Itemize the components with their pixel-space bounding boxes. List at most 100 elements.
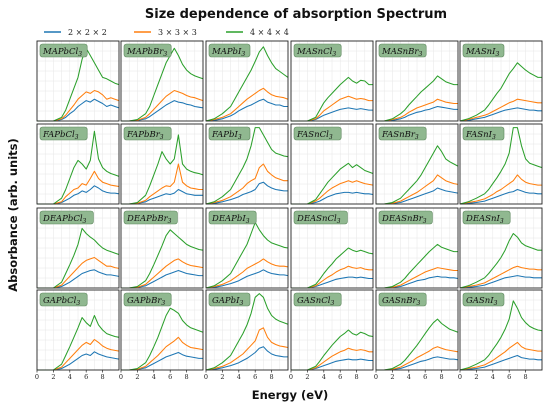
x-tick-label: 4 (68, 373, 72, 381)
series-line-3 (459, 62, 542, 122)
panel-label-box (39, 210, 94, 225)
x-tick-label: 6 (84, 373, 88, 381)
panel-frame (459, 207, 543, 289)
panel-mapbi3: MAPbI3 (205, 40, 289, 122)
x-tick-label: 2 (474, 373, 478, 381)
panel-label-subscript: 3 (78, 51, 82, 58)
panel-frame (375, 40, 459, 122)
panel-label: GASnBr3 (382, 296, 421, 307)
panel-label: DEAPbBr3 (126, 214, 172, 225)
panel-label-box (208, 126, 251, 141)
series-line-3 (37, 227, 120, 289)
series-line-1 (205, 346, 288, 371)
series-line-2 (121, 163, 203, 205)
series-line-2 (121, 89, 204, 122)
series-line-3 (37, 130, 120, 205)
series-line-1 (376, 356, 459, 371)
panel-label-box (123, 292, 172, 307)
panel-label-subscript: 3 (417, 300, 421, 307)
panel-label: GASnCl3 (297, 296, 334, 307)
panel-frame (375, 289, 459, 371)
panel-frame (120, 40, 204, 122)
panel-label-box (378, 43, 427, 58)
panel-label: FAPbI3 (211, 130, 242, 141)
panel-label-box (208, 210, 257, 225)
y-axis-label: Absorbance (arb. units) (6, 138, 20, 292)
series-line-1 (121, 351, 203, 371)
panel-deapbi3: DEAPbI3 (205, 207, 289, 289)
x-tick-label: 6 (253, 373, 257, 381)
panel-label-box (39, 126, 88, 141)
series-line-2 (291, 95, 373, 122)
series-line-2 (376, 267, 458, 289)
x-tick-label: 6 (423, 373, 427, 381)
series-line-3 (376, 318, 459, 371)
series-line-2 (205, 327, 289, 371)
series-line-2 (37, 170, 120, 205)
panel-deasnbr3: DEASnBr3 (375, 207, 459, 289)
panel-mapbcl3: MAPbCl3 (36, 40, 120, 122)
panel-label: GAPbI3 (212, 296, 243, 307)
panel-frame (120, 123, 204, 205)
panel-fasni3: FASnI3 (459, 123, 543, 205)
panel-fapbcl3: FAPbCl3 (36, 123, 120, 205)
panel-label-subscript: 3 (496, 51, 500, 58)
series-line-3 (291, 76, 373, 122)
panel-gapbi3: GAPbI3 0 2 4 6 8 (204, 289, 289, 381)
panel-deasncl3: DEASnCl3 (290, 207, 374, 289)
panel-label-subscript: 3 (239, 300, 243, 307)
series-line-2 (459, 98, 542, 122)
panel-fapbbr3: FAPbBr3 (120, 123, 204, 205)
x-tick-label: 0 (204, 373, 208, 381)
series-line-1 (459, 107, 542, 122)
series-line-1 (459, 275, 542, 289)
series-line-2 (205, 163, 288, 205)
series-line-3 (376, 243, 458, 289)
legend-label-2: 3 × 3 × 3 (158, 28, 197, 37)
series-line-2 (291, 265, 373, 289)
x-tick-label: 0 (119, 373, 123, 381)
panel-label-box (293, 210, 348, 225)
x-axis-label: Energy (eV) (252, 388, 328, 402)
panel-label-subscript: 3 (332, 51, 336, 58)
x-tick-label: 0 (374, 373, 378, 381)
panel-masncl3: MASnCl3 (290, 40, 374, 122)
x-tick-label: 2 (390, 373, 394, 381)
series-line-2 (37, 338, 120, 371)
x-tick-label: 8 (524, 373, 528, 381)
x-tick-label: 8 (355, 373, 359, 381)
panel-deapbcl3: DEAPbCl3 (36, 207, 120, 289)
x-tick-label: 2 (51, 373, 55, 381)
x-tick-label: 6 (507, 373, 511, 381)
series-line-2 (121, 336, 204, 371)
series-line-1 (121, 269, 203, 289)
panel-label: DEAPbCl3 (42, 214, 87, 225)
panel-frame (459, 40, 543, 122)
panel-label-subscript: 3 (415, 134, 419, 141)
series-line-1 (121, 100, 204, 122)
series-line-2 (459, 174, 542, 205)
x-tick-label: 4 (407, 373, 411, 381)
panel-label: MASnCl3 (296, 47, 336, 58)
panel-label-box (123, 210, 178, 225)
panel-masnbr3: MASnBr3 (375, 40, 459, 122)
series-line-3 (459, 232, 542, 289)
series-line-3 (121, 47, 204, 122)
panel-frame (36, 123, 120, 205)
panel-label-box (208, 292, 251, 307)
panel-label-box (293, 292, 342, 307)
panel-gasni3: GASnI3 0 2 4 6 8 (458, 289, 543, 381)
panel-label-box (378, 292, 427, 307)
series-line-2 (205, 258, 289, 289)
panel-gasnbr3: GASnBr3 0 2 4 6 8 (374, 289, 459, 381)
panel-label-subscript: 3 (241, 51, 245, 58)
panel-label: DEASnCl3 (296, 214, 341, 225)
panel-label-subscript: 3 (329, 134, 333, 141)
panel-frame (459, 289, 543, 371)
panel-label-box (123, 43, 172, 58)
panel-frame (290, 123, 374, 205)
series-line-3 (121, 134, 204, 205)
panel-frame (36, 40, 120, 122)
panel-label-box (378, 126, 427, 141)
